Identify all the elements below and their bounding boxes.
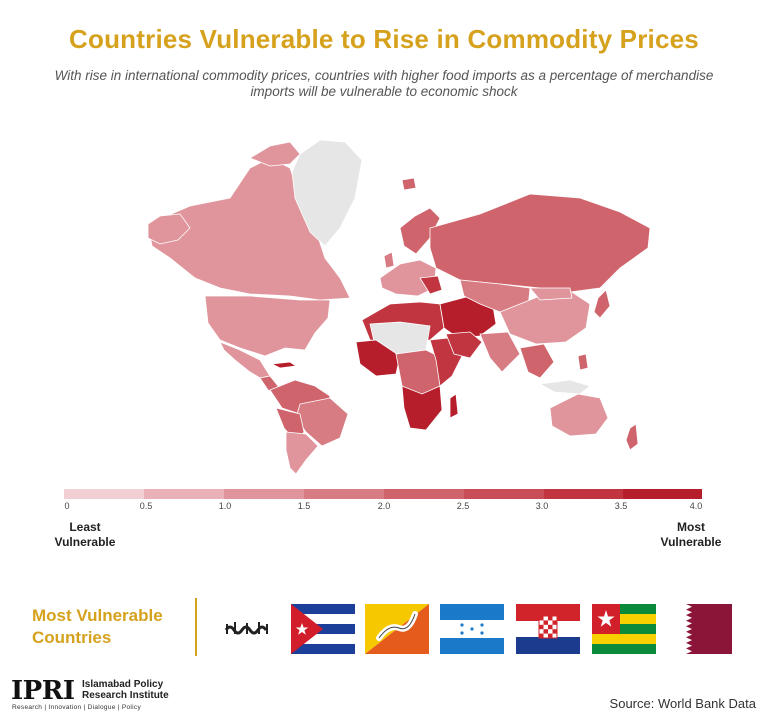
map-region-iceland bbox=[401, 177, 417, 191]
legend-tick: 3.5 bbox=[614, 501, 628, 511]
legend-segment bbox=[464, 489, 544, 499]
map-region-madagascar bbox=[449, 393, 459, 419]
map-region-greenland bbox=[291, 139, 363, 247]
chart-subtitle: With rise in international commodity pri… bbox=[54, 68, 714, 99]
honduras-flag bbox=[440, 604, 504, 654]
map-region-new-zealand bbox=[625, 423, 639, 451]
map-region-japan bbox=[593, 289, 611, 319]
legend-segment bbox=[64, 489, 144, 499]
legend-segment bbox=[623, 489, 702, 499]
croatia-flag bbox=[516, 604, 580, 654]
most-vulnerable-label: Most Vulnerable bbox=[660, 520, 722, 549]
legend-tick: 2.0 bbox=[377, 501, 391, 511]
map-region-russia bbox=[429, 193, 651, 293]
map-region-south-asia bbox=[479, 331, 521, 373]
legend-segment bbox=[224, 489, 304, 499]
togo-flag bbox=[592, 604, 656, 654]
data-source: Source: World Bank Data bbox=[609, 696, 756, 711]
ipri-logo: IPRI bbox=[11, 676, 75, 706]
section-divider bbox=[195, 598, 197, 656]
legend-tick: 2.5 bbox=[456, 501, 470, 511]
legend-segment bbox=[304, 489, 384, 499]
map-region-mongolia bbox=[529, 287, 573, 301]
chart-title: Countries Vulnerable to Rise in Commodit… bbox=[69, 24, 699, 54]
map-region-arctic-islands bbox=[249, 141, 301, 167]
map-region-philippines bbox=[577, 353, 589, 371]
map-region-arabia bbox=[445, 331, 483, 359]
map-region-indonesia bbox=[538, 379, 591, 395]
map-region-west-africa bbox=[355, 339, 401, 377]
map-region-southeast-asia bbox=[519, 343, 555, 379]
map-region-uk bbox=[383, 251, 395, 269]
map-region-alaska bbox=[147, 213, 191, 245]
institute-name: Islamabad Policy Research Institute bbox=[82, 679, 169, 701]
legend-tick: 1.0 bbox=[218, 501, 232, 511]
legend-tick: 0 bbox=[64, 501, 70, 511]
legend-segment bbox=[544, 489, 623, 499]
legend-tick: 0.5 bbox=[139, 501, 153, 511]
least-vulnerable-label: Least Vulnerable bbox=[54, 520, 116, 549]
world-choropleth-map bbox=[147, 139, 651, 475]
map-region-usa bbox=[204, 295, 331, 357]
bhutan-flag bbox=[365, 604, 429, 654]
color-scale-bar bbox=[64, 489, 702, 499]
legend-tick: 1.5 bbox=[297, 501, 311, 511]
most-vulnerable-heading: Most Vulnerable Countries bbox=[32, 606, 163, 647]
map-region-balkans bbox=[419, 275, 443, 295]
legend-tick: 4.0 bbox=[689, 501, 703, 511]
emirate-shahada-flag bbox=[216, 604, 280, 654]
qatar-flag bbox=[668, 604, 732, 654]
map-region-canada bbox=[147, 157, 351, 301]
cuba-flag bbox=[291, 604, 355, 654]
map-region-southern-africa bbox=[401, 385, 443, 431]
legend-segment bbox=[144, 489, 224, 499]
map-region-cuba bbox=[270, 361, 298, 369]
map-region-southern-cone bbox=[285, 431, 319, 475]
map-region-australia bbox=[549, 393, 609, 437]
legend-segment bbox=[384, 489, 464, 499]
institute-tagline: Research | Innovation | Dialogue | Polic… bbox=[12, 704, 142, 711]
legend-tick: 3.0 bbox=[535, 501, 549, 511]
